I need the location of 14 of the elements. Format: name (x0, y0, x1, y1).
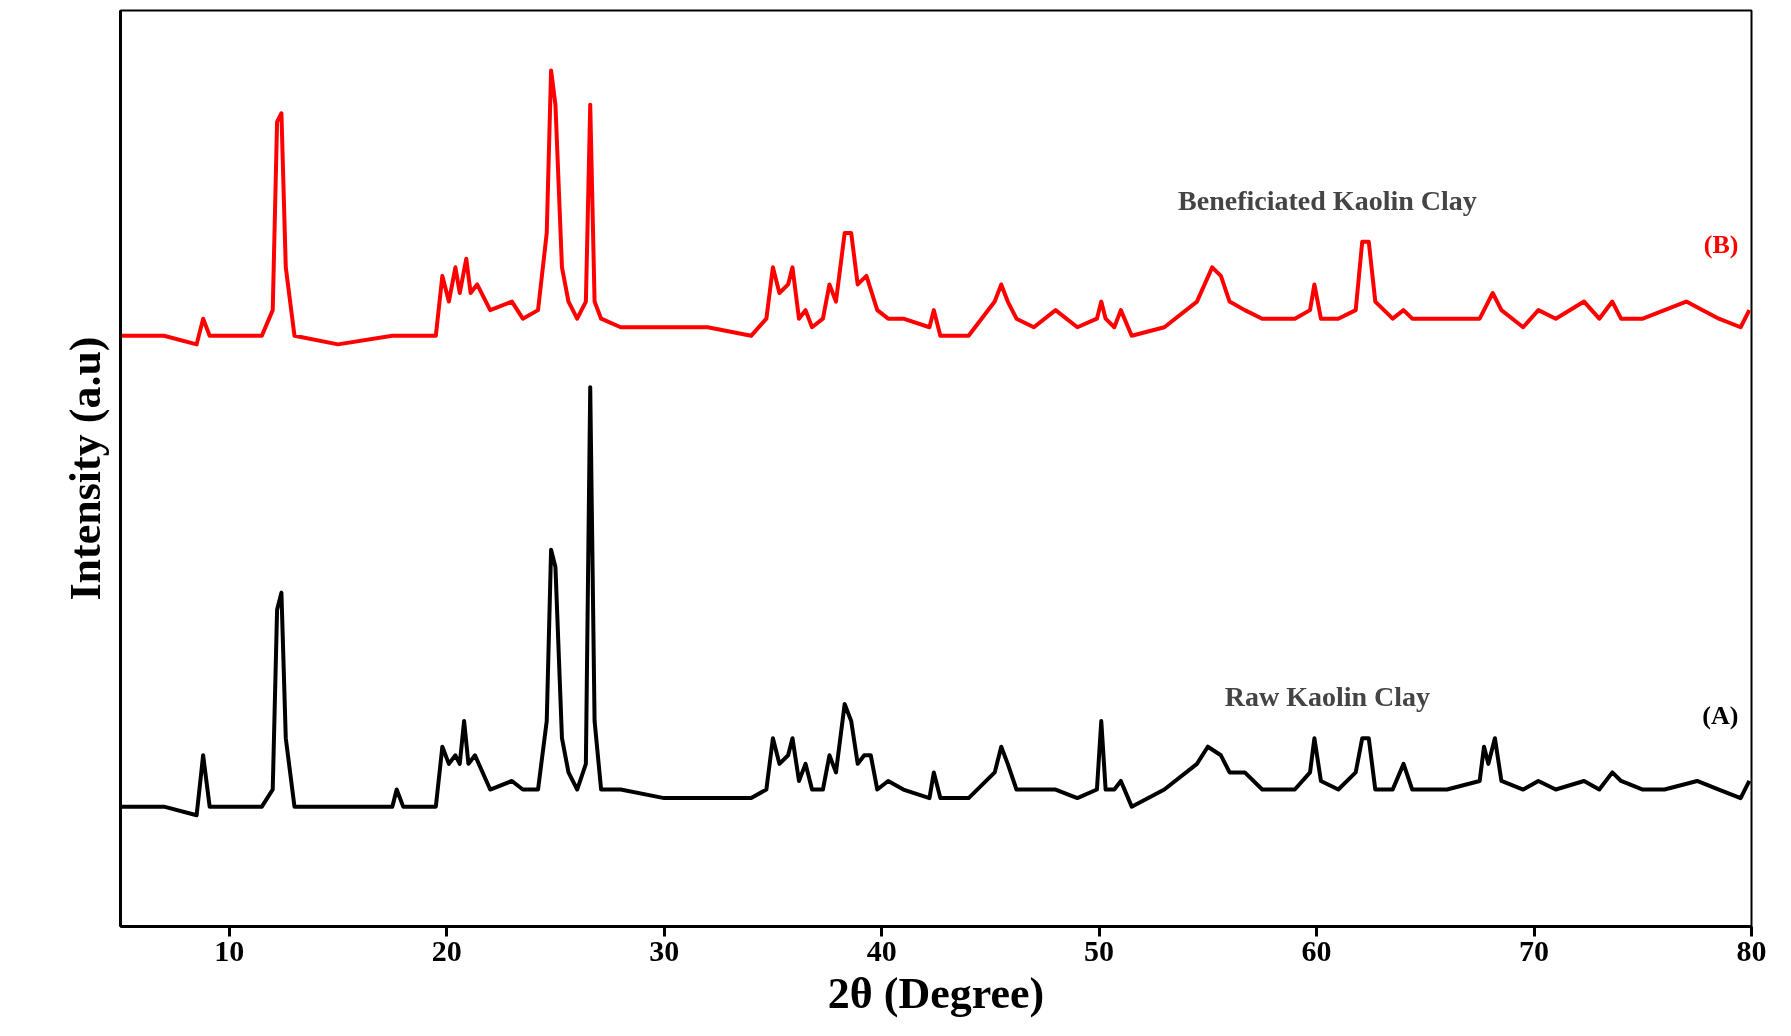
x-tick-label: 10 (214, 933, 245, 967)
series-label: (A) (1702, 700, 1739, 730)
x-tick-label: 60 (1301, 933, 1332, 967)
y-axis-title: Intensity (a.u) (60, 336, 110, 601)
x-tick-label: 30 (649, 933, 680, 967)
x-tick-label: 80 (1736, 933, 1767, 967)
x-axis-title: 2θ (Degree) (827, 968, 1045, 1018)
annotation: Beneficiated Kaolin Clay (1178, 184, 1477, 216)
x-tick-label: 20 (431, 933, 462, 967)
x-tick-label: 70 (1519, 933, 1550, 967)
annotation: Raw Kaolin Clay (1224, 681, 1431, 713)
series-label: (B) (1703, 229, 1739, 259)
x-tick-label: 50 (1084, 933, 1115, 967)
x-tick-label: 40 (866, 933, 897, 967)
